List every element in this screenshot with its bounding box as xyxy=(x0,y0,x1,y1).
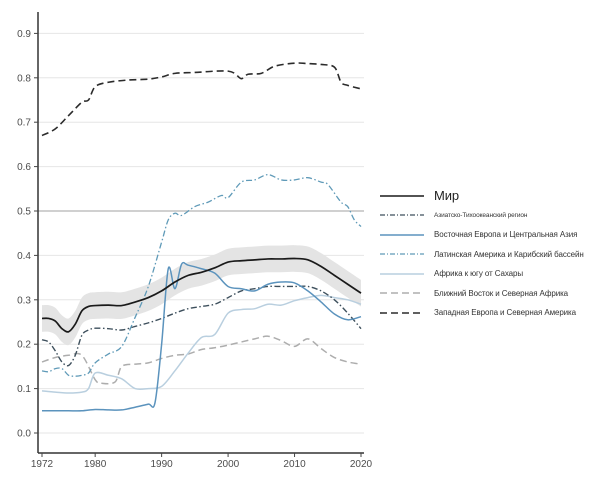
series-line-latin-america xyxy=(41,173,362,377)
series-line-sub-saharan-africa xyxy=(41,294,362,394)
y-tick-label: 0.3 xyxy=(17,295,31,306)
series-line-mena xyxy=(41,335,362,385)
legend-label-western-europe: Западная Европа и Северная Америка xyxy=(434,308,576,318)
legend-item-sub-saharan-africa: Африка к югу от Сахары xyxy=(378,264,610,284)
series-line-eastern-europe xyxy=(42,261,362,412)
series-line-asia-pacific xyxy=(41,285,362,367)
y-tick-label: 0.4 xyxy=(17,251,31,262)
y-axis-ticks: 0.0 0.1 0.2 0.3 0.4 0.5 0.6 0.7 0.8 0.9 xyxy=(17,29,38,440)
legend-label-world: Мир xyxy=(434,188,460,204)
y-tick-label: 0.0 xyxy=(17,429,31,440)
axes xyxy=(37,12,364,454)
legend-swatch-asia-pacific xyxy=(380,214,424,216)
x-tick-label: 1972 xyxy=(31,459,54,470)
legend-swatch-world xyxy=(380,194,424,197)
x-tick-label: 2000 xyxy=(217,459,240,470)
y-tick-label: 0.6 xyxy=(17,162,31,173)
y-tick-label: 0.2 xyxy=(17,340,31,351)
legend-item-latin-america: Латинская Америка и Карибский бассейн xyxy=(378,245,610,265)
x-tick-label: 2010 xyxy=(283,459,306,470)
legend-item-asia-pacific: Азиатско-Тихоокеанский регион xyxy=(378,206,610,226)
legend-item-world: Мир xyxy=(378,186,610,206)
legend-label-mena: Ближний Восток и Северная Африка xyxy=(434,288,569,298)
legend-label-sub-saharan-africa: Африка к югу от Сахары xyxy=(434,269,523,279)
legend-item-eastern-europe: Восточная Европа и Центральная Азия xyxy=(378,225,610,245)
confidence-band-world xyxy=(42,245,361,346)
x-axis-ticks: 1972 1980 1990 2000 2010 2020 xyxy=(31,453,373,470)
gridlines xyxy=(38,32,364,434)
x-tick-label: 1980 xyxy=(84,459,107,470)
y-tick-label: 0.8 xyxy=(17,73,31,84)
x-tick-label: 2020 xyxy=(350,459,373,470)
legend-item-western-europe: Западная Европа и Северная Америка xyxy=(378,303,610,323)
legend-swatch-western-europe xyxy=(380,311,424,314)
series-line-world xyxy=(41,257,362,333)
legend: Мир Азиатско-Тихоокеанский регион Восточ… xyxy=(378,186,610,323)
legend-label-eastern-europe: Восточная Европа и Центральная Азия xyxy=(434,230,578,240)
series-lines xyxy=(41,62,362,412)
series-line-western-europe xyxy=(41,62,362,137)
legend-label-latin-america: Латинская Америка и Карибский бассейн xyxy=(434,249,584,259)
legend-swatch-latin-america xyxy=(380,253,424,255)
confidence-band xyxy=(42,245,361,346)
legend-swatch-eastern-europe xyxy=(380,233,424,236)
y-tick-label: 0.9 xyxy=(17,29,31,40)
y-tick-label: 0.1 xyxy=(17,384,31,395)
legend-swatch-mena xyxy=(380,292,424,294)
x-tick-label: 1990 xyxy=(151,459,174,470)
legend-label-asia-pacific: Азиатско-Тихоокеанский регион xyxy=(434,211,528,219)
legend-swatch-sub-saharan-africa xyxy=(380,272,424,275)
y-tick-label: 0.7 xyxy=(17,118,31,129)
y-tick-label: 0.5 xyxy=(17,207,31,218)
legend-item-mena: Ближний Восток и Северная Африка xyxy=(378,284,610,304)
